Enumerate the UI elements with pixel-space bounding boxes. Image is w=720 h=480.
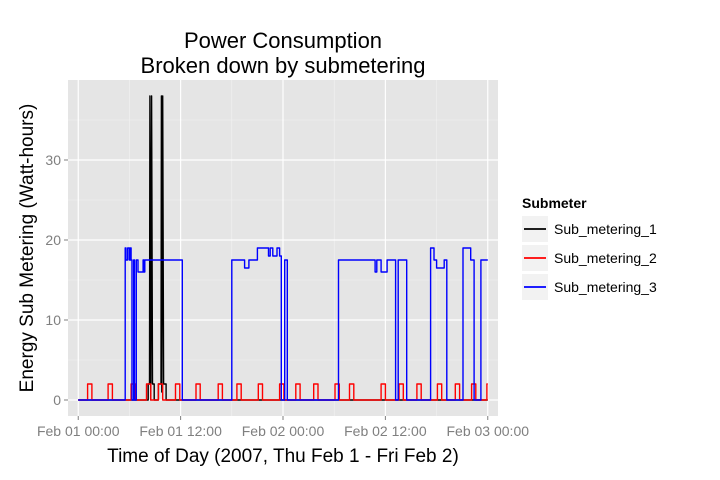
chart-title: Power Consumption Broken down by submete…	[141, 28, 426, 78]
y-axis-title: Energy Sub Metering (Watt-hours)	[17, 104, 38, 393]
legend-label-2: Sub_metering_2	[554, 250, 657, 266]
legend-title: Submeter	[522, 195, 587, 211]
y-tick-label: 10	[45, 312, 61, 328]
y-axis-ticks: 0 10 20 30	[45, 152, 68, 408]
x-tick-label: Feb 02 12:00	[344, 423, 427, 439]
legend: Submeter Sub_metering_1 Sub_metering_2 S…	[522, 195, 657, 300]
y-tick-label: 0	[53, 392, 61, 408]
series-lines	[78, 95, 488, 401]
x-tick-label: Feb 02 00:00	[242, 423, 325, 439]
x-tick-label: Feb 03 00:00	[447, 423, 530, 439]
x-tick-label: Feb 01 12:00	[139, 423, 222, 439]
legend-item-2: Sub_metering_2	[522, 245, 657, 271]
y-tick-label: 30	[45, 152, 61, 168]
chart-title-line-1: Power Consumption	[184, 28, 382, 53]
y-tick-label: 20	[45, 232, 61, 248]
legend-label-3: Sub_metering_3	[554, 279, 657, 295]
legend-item-3: Sub_metering_3	[522, 274, 657, 300]
chart-title-line-2: Broken down by submetering	[141, 53, 426, 78]
legend-item-1: Sub_metering_1	[522, 216, 657, 242]
legend-label-1: Sub_metering_1	[554, 221, 657, 237]
x-axis-title: Time of Day (2007, Thu Feb 1 - Fri Feb 2…	[107, 446, 459, 467]
series-line-3	[78, 247, 488, 401]
x-tick-label: Feb 01 00:00	[37, 423, 120, 439]
x-axis-ticks: Feb 01 00:00 Feb 01 12:00 Feb 02 00:00 Feb …	[37, 416, 529, 439]
